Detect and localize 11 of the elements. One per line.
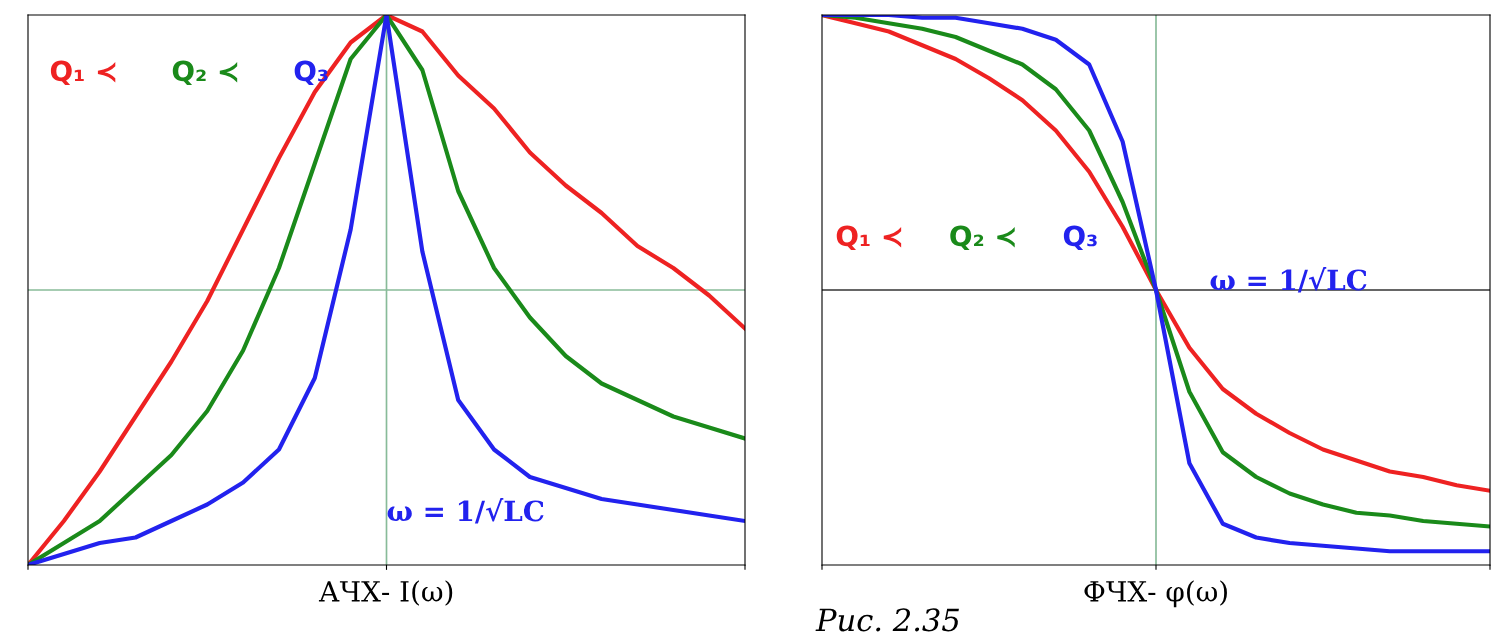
series-label: Q₃: [1063, 225, 1097, 251]
text: Q₂ ≺: [172, 60, 238, 86]
x-axis-title: ФЧХ- φ(ω): [1084, 580, 1227, 608]
text: Q₁ ≺: [50, 60, 116, 86]
text: Q₂ ≺: [950, 225, 1015, 251]
series-label: Q₃: [294, 60, 328, 86]
annotation: ω = 1/√LC: [1210, 267, 1367, 293]
text: Рис. 2.35: [815, 608, 959, 632]
x-axis-title: АЧХ- I(ω): [318, 580, 453, 606]
text: Q₁ ≺: [836, 225, 902, 251]
annotation: ω = 1/√LC: [387, 498, 544, 524]
